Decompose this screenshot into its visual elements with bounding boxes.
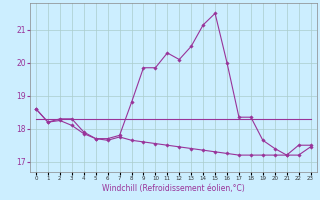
X-axis label: Windchill (Refroidissement éolien,°C): Windchill (Refroidissement éolien,°C) — [102, 184, 245, 193]
